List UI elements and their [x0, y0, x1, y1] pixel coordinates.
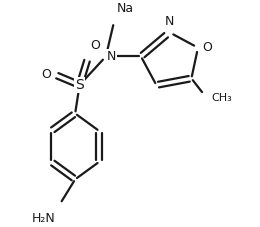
Text: O: O [90, 39, 100, 52]
Text: Na: Na [117, 2, 134, 15]
Text: H₂N: H₂N [32, 212, 55, 225]
Text: CH₃: CH₃ [211, 93, 232, 103]
Text: O: O [202, 41, 212, 54]
Text: O: O [41, 67, 51, 81]
Text: S: S [75, 78, 84, 92]
Text: N: N [107, 50, 116, 63]
Text: N: N [165, 15, 174, 28]
